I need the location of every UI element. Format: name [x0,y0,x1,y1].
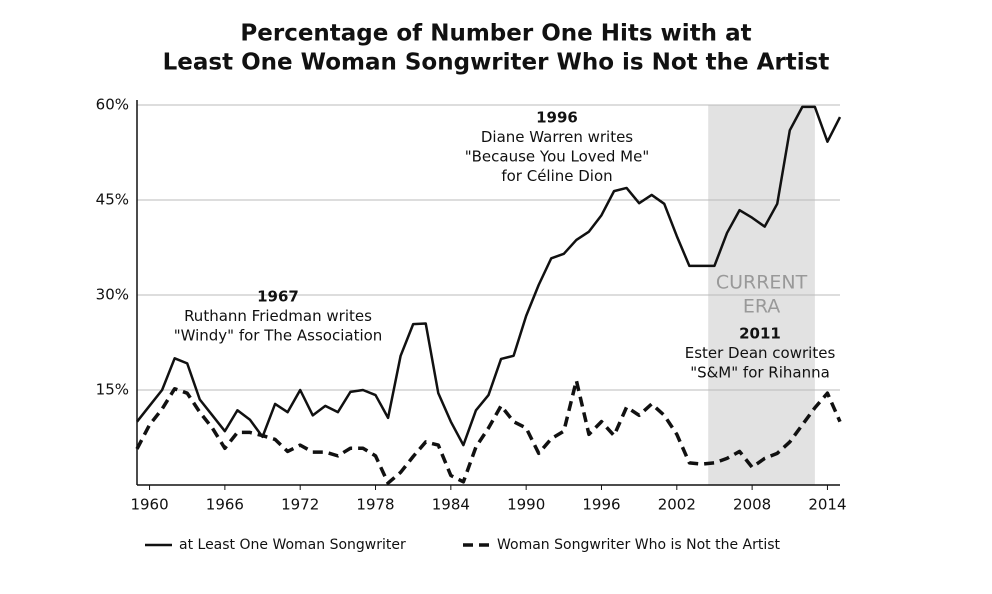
x-tick-label: 1966 [206,496,244,514]
annotation: 2011 [739,325,781,343]
x-tick-label: 2008 [733,496,771,514]
x-tick-label: 2002 [658,496,696,514]
legend-label: at Least One Woman Songwriter [179,537,406,553]
x-tick-label: 1990 [507,496,545,514]
x-tick-label: 1972 [281,496,319,514]
era-label: CURRENT [716,272,808,294]
y-tick-label: 30% [96,286,129,304]
x-tick-label: 1996 [582,496,620,514]
chart-title: Least One Woman Songwriter Who is Not th… [163,50,830,76]
y-tick-label: 45% [96,191,129,209]
legend-label: Woman Songwriter Who is Not the Artist [497,537,781,553]
x-tick-label: 1984 [432,496,470,514]
series-line [135,378,842,485]
annotation: "Windy" for The Association [174,327,383,345]
y-tick-label: 60% [96,96,129,114]
annotation: 1996 [536,109,578,127]
y-tick-label: 15% [96,381,129,399]
x-tick-label: 1978 [356,496,394,514]
series-line [136,105,842,447]
annotation: Ester Dean cowrites [685,344,836,362]
annotation: "S&M" for Rihanna [690,364,830,382]
era-label: ERA [743,296,780,318]
chart-title: Percentage of Number One Hits with at [240,21,751,47]
annotation: for Céline Dion [501,167,612,185]
annotation: "Because You Loved Me" [465,148,650,166]
annotation: Diane Warren writes [481,128,633,146]
annotation: 1967 [257,288,299,306]
annotation: Ruthann Friedman writes [184,307,372,325]
x-tick-label: 1960 [130,496,168,514]
x-tick-label: 2014 [808,496,846,514]
